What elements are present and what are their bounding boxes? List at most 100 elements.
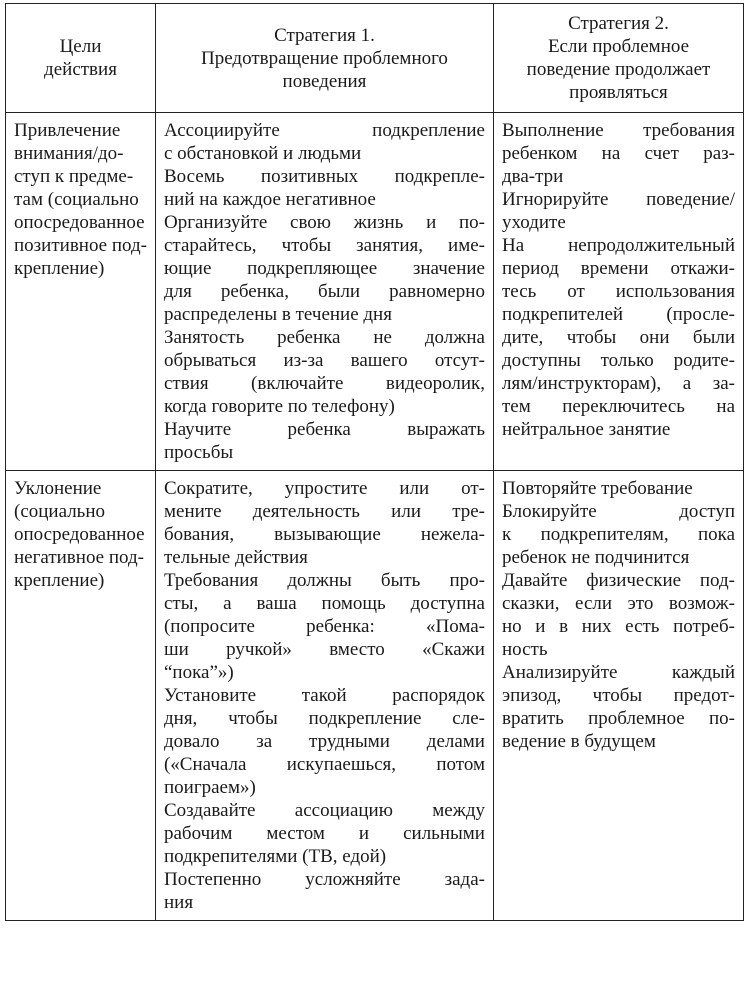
cell-line: распределены в течение дня bbox=[163, 304, 392, 325]
cell-line: Анализируйте каждый bbox=[501, 662, 735, 683]
cell-line: сказки, если это возмож- bbox=[501, 593, 735, 614]
cell-line: Игнорируйте поведение/ bbox=[501, 189, 735, 210]
cell-line: подкрепителями (ТВ, едой) bbox=[163, 846, 387, 867]
strategy-2-cell: Повторяйте требование Блокируйте доступ к … bbox=[492, 470, 745, 921]
cell-line: но и в них есть потреб- bbox=[501, 616, 735, 637]
table-row: Уклонение (социально опосредованное негатив… bbox=[5, 470, 745, 921]
cell-line: На непродолжительный bbox=[501, 235, 735, 256]
cell-line: Требования должны быть про- bbox=[163, 570, 485, 591]
cell-line: рабочим местом и сильными bbox=[163, 823, 485, 844]
cell-line: Если проблемное bbox=[547, 36, 690, 57]
cell-line: Создавайте ассоциацию между bbox=[163, 800, 485, 821]
cell-line: поиграем») bbox=[163, 777, 256, 798]
cell-line: старайтесь, чтобы занятия, име- bbox=[163, 235, 485, 256]
goal-cell: Уклонение (социально опосредованное негатив… bbox=[5, 470, 156, 921]
cell-line: Блокируйте доступ bbox=[501, 501, 735, 522]
cell-line: (попросите ребенка: «Пома- bbox=[163, 616, 485, 637]
cell-line: к подкрепителям, пока bbox=[501, 524, 735, 545]
header-goals: Цели действия bbox=[5, 3, 156, 113]
cell-line: ведение в будущем bbox=[501, 731, 656, 752]
cell-line: уходите bbox=[501, 212, 566, 233]
cell-line: “пока”») bbox=[163, 662, 234, 683]
cell-line: внимания/до- bbox=[14, 143, 124, 164]
recommendation: Научите ребенка выражать просьбы bbox=[164, 418, 485, 464]
cell-line: (социально bbox=[14, 501, 106, 522]
cell-line: Уклонение bbox=[14, 478, 102, 499]
cell-line: ющие подкрепляющее значение bbox=[163, 258, 485, 279]
cell-line: Давайте физические под- bbox=[501, 570, 735, 591]
recommendation: Установите такой распорядок дня, чтобы по… bbox=[164, 684, 485, 799]
cell-line: Предотвращение проблемного bbox=[201, 47, 448, 69]
cell-line: нейтральное занятие bbox=[501, 419, 671, 440]
cell-line: опосредованное bbox=[14, 524, 145, 545]
recommendation: Занятость ребенка не должна обрываться из… bbox=[164, 326, 485, 418]
cell-line: просьбы bbox=[163, 442, 234, 463]
cell-line: поведения bbox=[282, 70, 367, 92]
cell-line: Постепенно усложняйте зада- bbox=[163, 869, 485, 890]
cell-line: ний на каждое негативное bbox=[163, 189, 376, 210]
cell-line: эпизод, чтобы предот- bbox=[501, 685, 735, 706]
cell-line: позитивное под- bbox=[14, 235, 147, 256]
cell-line: ши ручкой» вместо «Скажи bbox=[163, 639, 485, 660]
cell-line: проявляться bbox=[569, 82, 668, 103]
goal-cell: Привлечение внимания/до-ступ к предме-там… bbox=[5, 112, 156, 471]
cell-line: когда говорите по телефону) bbox=[163, 396, 395, 417]
recommendation: Игнорируйте поведение/уходите bbox=[502, 188, 735, 234]
header-strategy-2: Стратегия 2. Если проблемное поведение про… bbox=[492, 3, 745, 113]
cell-line: период времени откажи- bbox=[501, 258, 735, 279]
cell-line: действия bbox=[44, 59, 117, 80]
cell-line: Установите такой распорядок bbox=[163, 685, 485, 706]
header-strategy-1: Стратегия 1. Предотвращение проблемного по… bbox=[154, 3, 494, 113]
cell-line: вратить проблемное по- bbox=[501, 708, 735, 729]
cell-line: обрываться из-за вашего отсут- bbox=[163, 350, 485, 371]
cell-line: мените деятельность или тре- bbox=[163, 501, 485, 522]
cell-line: ступ к предме- bbox=[14, 166, 134, 187]
recommendation: Постепенно усложняйте зада-ния bbox=[164, 868, 485, 914]
cell-line: негативное под- bbox=[14, 547, 144, 568]
recommendation: Анализируйте каждый эпизод, чтобы предот-… bbox=[502, 661, 735, 753]
recommendation: Создавайте ассоциацию между рабочим место… bbox=[164, 799, 485, 868]
strategy-table: Цели действия Стратегия 1. Предотвращение … bbox=[5, 3, 745, 921]
recommendation: Ассоциируйте подкрепление с обстановкой и… bbox=[164, 119, 485, 165]
cell-line: Научите ребенка выражать bbox=[163, 419, 485, 440]
cell-line: крепление) bbox=[14, 258, 105, 279]
recommendation: Выполнение требования ребенком на счет ра… bbox=[502, 119, 735, 188]
cell-line: ребенком на счет раз- bbox=[501, 143, 735, 164]
cell-line: Организуйте свою жизнь и по- bbox=[163, 212, 485, 233]
cell-line: («Сначала искупаешься, потом bbox=[163, 754, 485, 775]
cell-line: Ассоциируйте подкрепление bbox=[163, 120, 485, 141]
cell-line: Выполнение требования bbox=[501, 120, 735, 141]
cell-line: с обстановкой и людьми bbox=[163, 143, 362, 164]
cell-line: доступны только родите- bbox=[501, 350, 735, 371]
recommendation: Восемь позитивных подкрепле-ний на каждо… bbox=[164, 165, 485, 211]
cell-line: ния bbox=[163, 892, 194, 913]
cell-line: Занятость ребенка не должна bbox=[163, 327, 485, 348]
recommendation: Давайте физические под-сказки, если это … bbox=[502, 569, 735, 661]
cell-line: дня, чтобы подкрепление сле- bbox=[163, 708, 485, 729]
cell-line: тем переключитесь на bbox=[501, 396, 735, 417]
cell-line: Стратегия 2. bbox=[568, 13, 669, 34]
recommendation: Требования должны быть про-сты, а ваша п… bbox=[164, 569, 485, 684]
header-row: Цели действия Стратегия 1. Предотвращение … bbox=[5, 3, 745, 113]
recommendation: Сократите, упростите или от-мените деяте… bbox=[164, 477, 485, 569]
cell-line: ствия (включайте видеоролик, bbox=[163, 373, 485, 394]
cell-line: Повторяйте требование bbox=[501, 478, 693, 499]
cell-line: лям/инструкторам), а за- bbox=[501, 373, 735, 394]
cell-line: Цели bbox=[59, 36, 102, 57]
cell-line: там (социально bbox=[14, 189, 139, 210]
strategy-1-cell: Ассоциируйте подкрепление с обстановкой и… bbox=[154, 112, 494, 471]
cell-line: дите, чтобы они были bbox=[501, 327, 735, 348]
cell-line: Стратегия 1. bbox=[274, 24, 375, 46]
recommendation: Повторяйте требование bbox=[502, 477, 735, 500]
cell-line: Сократите, упростите или от- bbox=[163, 478, 485, 499]
strategy-2-cell: Выполнение требования ребенком на счет ра… bbox=[492, 112, 745, 471]
cell-line: поведение продолжает bbox=[526, 59, 711, 80]
cell-line: ность bbox=[501, 639, 548, 660]
cell-line: два-три bbox=[501, 166, 564, 187]
cell-line: довало за трудными делами bbox=[163, 731, 485, 752]
cell-line: опосредованное bbox=[14, 212, 145, 233]
cell-line: крепление) bbox=[14, 570, 105, 591]
cell-line: подкрепителей (просле- bbox=[501, 304, 735, 325]
recommendation: Организуйте свою жизнь и по-старайтесь, … bbox=[164, 211, 485, 326]
cell-line: сты, а ваша помощь доступна bbox=[163, 593, 485, 614]
